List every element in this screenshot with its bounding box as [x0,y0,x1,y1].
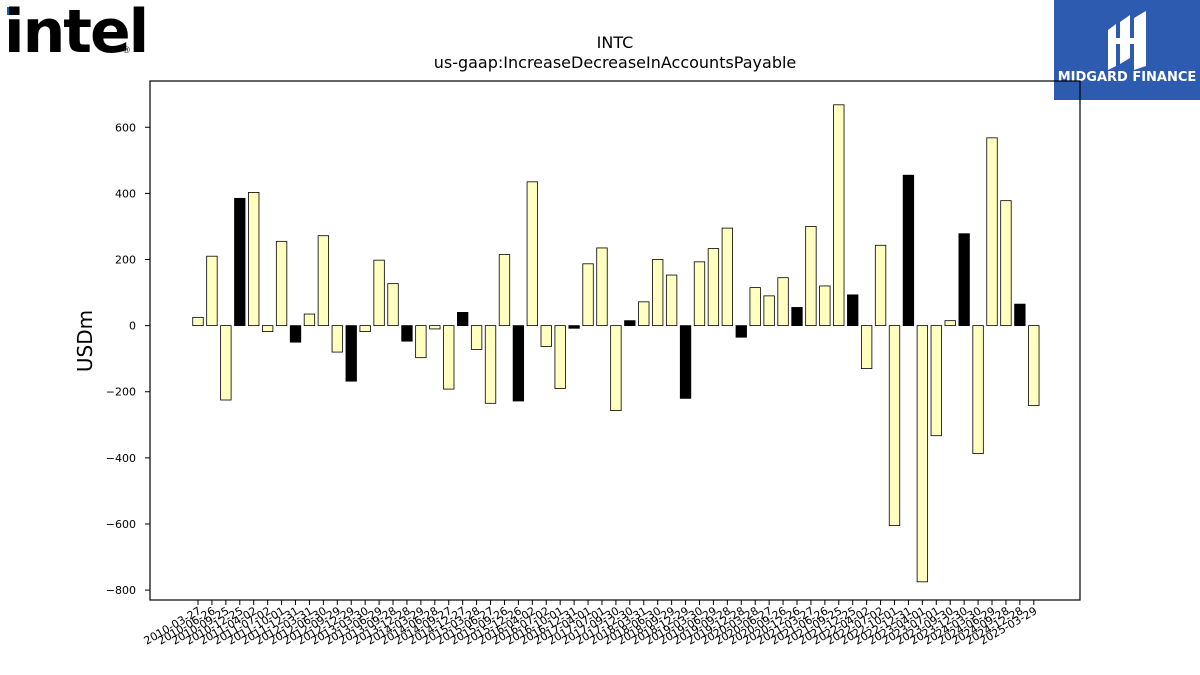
intel-logo-text: intel [4,0,147,67]
bar [345,325,357,382]
bar [457,311,469,327]
bar [443,325,455,390]
bar [902,174,915,327]
bar [624,320,636,327]
bar [679,325,692,399]
bar [721,227,733,327]
y-axis-label: USDm [73,310,97,372]
bar [415,325,427,359]
bar [986,137,998,327]
bar [944,320,956,327]
y-axis: −800 −600 −400 −200 0 200 400 600 [106,121,150,597]
bar [582,263,594,327]
bar [833,104,845,327]
bar [749,287,761,327]
bar [373,259,385,327]
y-tick-label: 0 [129,320,136,333]
x-axis: 2010-03-272010-06-262010-09-252010-12-25… [142,600,1039,648]
bar [972,325,984,454]
bar [275,240,288,327]
bar [665,274,678,327]
y-tick-label: −200 [106,386,136,399]
bar [777,277,789,327]
bar [874,244,887,327]
bar [958,233,970,327]
bar [206,255,218,327]
bar [1028,325,1040,407]
bar [819,285,831,327]
bar [568,325,580,329]
bar [498,254,511,327]
bar [387,283,399,327]
bar [401,325,413,342]
bar [847,294,859,327]
bar [303,313,316,327]
bar [484,325,497,404]
bar [735,325,747,338]
bar [707,248,720,327]
bar [638,301,650,327]
intel-logo-registered: ® [122,46,131,56]
bar [289,325,302,343]
bar-series [192,104,1040,583]
bar [596,247,608,327]
chart-title: INTC [597,33,634,52]
bar [1014,303,1026,327]
bar [470,325,483,350]
bar [693,261,706,327]
bar [234,197,246,327]
y-tick-label: −800 [106,584,136,597]
bar [805,226,817,327]
bar [220,325,232,401]
bar [248,191,260,327]
bar [554,325,566,389]
y-tick-label: −600 [106,518,136,531]
bar [261,325,274,332]
intel-logo: intel ® [4,0,149,67]
y-tick-label: −400 [106,452,136,465]
bar [512,325,525,402]
chart-subtitle: us-gaap:IncreaseDecreaseInAccountsPayabl… [434,53,797,72]
bar [652,259,664,327]
plot-frame [149,80,1081,601]
bar [860,325,873,369]
bar [1000,200,1012,327]
bar [192,316,204,327]
midgard-finance-logo: MIDGARD FINANCE [1054,0,1200,100]
intel-logo-dot [7,7,15,15]
bar [331,325,343,353]
bar [888,325,901,527]
bar [916,325,929,583]
bar [359,325,371,332]
bar [791,307,803,327]
y-tick-label: 200 [115,254,136,267]
y-tick-label: 400 [115,187,136,200]
midgard-logo-text: MIDGARD FINANCE [1058,70,1197,85]
bar [610,325,622,411]
bar [540,325,552,347]
bar [429,325,441,330]
bar [526,181,538,327]
bar [763,295,775,327]
y-tick-label: 600 [115,121,136,134]
bar [317,235,330,327]
midgard-logo-icon [1108,11,1146,70]
bar [930,325,942,437]
